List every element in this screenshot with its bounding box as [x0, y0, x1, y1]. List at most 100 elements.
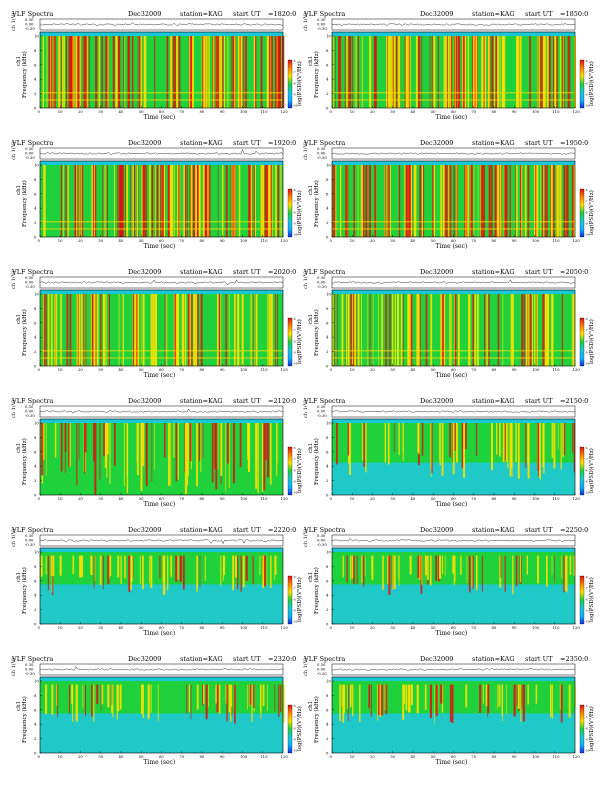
- frequency-tick: 10: [326, 679, 331, 684]
- waveform-trace: [39, 666, 284, 671]
- panel-date: Dec32009: [128, 655, 161, 663]
- panel-station: station=KAG: [472, 139, 515, 147]
- frequency-tick: 6: [34, 449, 37, 454]
- frequency-tick: 4: [326, 77, 329, 82]
- colorbar: [579, 317, 585, 367]
- frequency-tick: 0: [34, 622, 37, 627]
- time-tick: 60: [159, 238, 164, 243]
- time-tick: 20: [78, 754, 83, 759]
- time-tick: 100: [532, 496, 540, 501]
- panel-start-prefix: start UT: [233, 10, 261, 18]
- time-tick: 120: [573, 238, 581, 243]
- waveform-trace: [331, 152, 576, 155]
- channel-label: ch1: [16, 314, 22, 324]
- spectra-panel: VLF Spectra Dec32009 station=KAG start UT =2…: [10, 268, 303, 379]
- colorbar-label: log(PSD)(V²/Hz): [296, 706, 303, 751]
- colorbar: [287, 704, 293, 754]
- frequency-tick: 0: [34, 106, 37, 111]
- panel-label: VLF Spectra: [303, 139, 345, 147]
- time-tick: 40: [411, 109, 416, 114]
- frequency-tick: 6: [326, 62, 329, 67]
- frequency-tick: 8: [326, 306, 329, 311]
- panel-start-ut: =1820:0: [268, 10, 296, 18]
- panel-start-prefix: start UT: [525, 268, 553, 276]
- frequency-tick: 4: [34, 77, 37, 82]
- colorbar-tick: -8: [585, 339, 588, 343]
- time-tick: 80: [492, 367, 497, 372]
- time-tick: 110: [552, 754, 560, 759]
- panel-start-ut: =2250:0: [560, 526, 588, 534]
- spectrogram: [332, 161, 576, 237]
- frequency-tick: 0: [34, 235, 37, 240]
- panel-station: station=KAG: [180, 526, 223, 534]
- waveform-y-tick: -0.30: [25, 155, 35, 160]
- panel-start-ut: =2350:0: [560, 655, 588, 663]
- panel-label: VLF Spectra: [11, 10, 53, 18]
- time-tick: 90: [512, 367, 517, 372]
- time-tick: 10: [58, 496, 63, 501]
- time-tick: 90: [220, 367, 225, 372]
- colorbar-tick: -6: [585, 317, 588, 321]
- frequency-tick: 4: [34, 206, 37, 211]
- time-tick: 80: [200, 238, 205, 243]
- frequency-tick: 8: [34, 306, 37, 311]
- panel-station: station=KAG: [180, 10, 223, 18]
- time-tick: 120: [281, 625, 289, 630]
- waveform-y-label: ch 1(V): [302, 658, 309, 676]
- spectra-panel: VLF Spectra Dec32009 station=KAG start UT =2…: [10, 526, 303, 637]
- panel-station: station=KAG: [472, 10, 515, 18]
- time-tick: 0: [38, 496, 41, 501]
- colorbar: [579, 446, 585, 496]
- colorbar-tick: -9: [585, 737, 588, 741]
- colorbar-tick: -6: [585, 188, 588, 192]
- waveform-y-tick: -0.30: [25, 671, 35, 676]
- panel-start-prefix: start UT: [233, 655, 261, 663]
- time-tick: 110: [260, 367, 268, 372]
- frequency-tick: 0: [34, 751, 37, 756]
- colorbar-tick: -9: [585, 479, 588, 483]
- time-tick: 90: [220, 496, 225, 501]
- time-tick: 90: [512, 625, 517, 630]
- waveform-y-tick: -0.30: [317, 155, 327, 160]
- time-tick: 100: [532, 367, 540, 372]
- spectra-panel: VLF Spectra Dec32009 station=KAG start UT =1…: [10, 10, 303, 121]
- frequency-tick: 10: [34, 292, 39, 297]
- colorbar: [579, 575, 585, 625]
- waveform-y-label: ch 1(V): [302, 13, 309, 31]
- colorbar-tick: -10: [293, 749, 298, 753]
- colorbar-tick: -8: [293, 339, 296, 343]
- panel-start-prefix: start UT: [525, 10, 553, 18]
- frequency-tick: 4: [34, 593, 37, 598]
- waveform-y-tick: -0.30: [25, 542, 35, 547]
- frequency-tick: 10: [326, 34, 331, 39]
- frequency-tick: 8: [34, 693, 37, 698]
- time-tick: 50: [139, 367, 144, 372]
- time-tick: 20: [78, 367, 83, 372]
- channel-label: ch1: [308, 56, 314, 66]
- waveform-y-tick: 0.30: [25, 146, 34, 151]
- spectra-panel: VLF Spectra Dec32009 station=KAG start UT =2…: [10, 655, 303, 766]
- colorbar-tick: -8: [585, 210, 588, 214]
- time-tick: 10: [58, 238, 63, 243]
- frequency-tick: 0: [34, 493, 37, 498]
- colorbar-tick: -8: [585, 81, 588, 85]
- time-tick: 120: [573, 625, 581, 630]
- spectrogram: [40, 548, 283, 624]
- time-tick: 90: [220, 109, 225, 114]
- panel-start-ut: =2150:0: [560, 397, 588, 405]
- colorbar-tick: -8: [293, 81, 296, 85]
- time-axis-label: Time (sec): [144, 759, 176, 766]
- colorbar: [287, 188, 293, 238]
- time-tick: 20: [370, 754, 375, 759]
- time-tick: 30: [390, 367, 395, 372]
- colorbar-tick: -7: [293, 715, 296, 719]
- colorbar: [287, 59, 293, 109]
- colorbar-tick: -7: [293, 199, 296, 203]
- colorbar-tick: -6: [293, 317, 296, 321]
- time-tick: 10: [350, 625, 355, 630]
- colorbar-label: log(PSD)(V²/Hz): [296, 577, 303, 622]
- waveform-y-tick: 0.30: [25, 404, 34, 409]
- waveform-y-tick: -0.30: [317, 284, 327, 289]
- frequency-tick: 6: [326, 578, 329, 583]
